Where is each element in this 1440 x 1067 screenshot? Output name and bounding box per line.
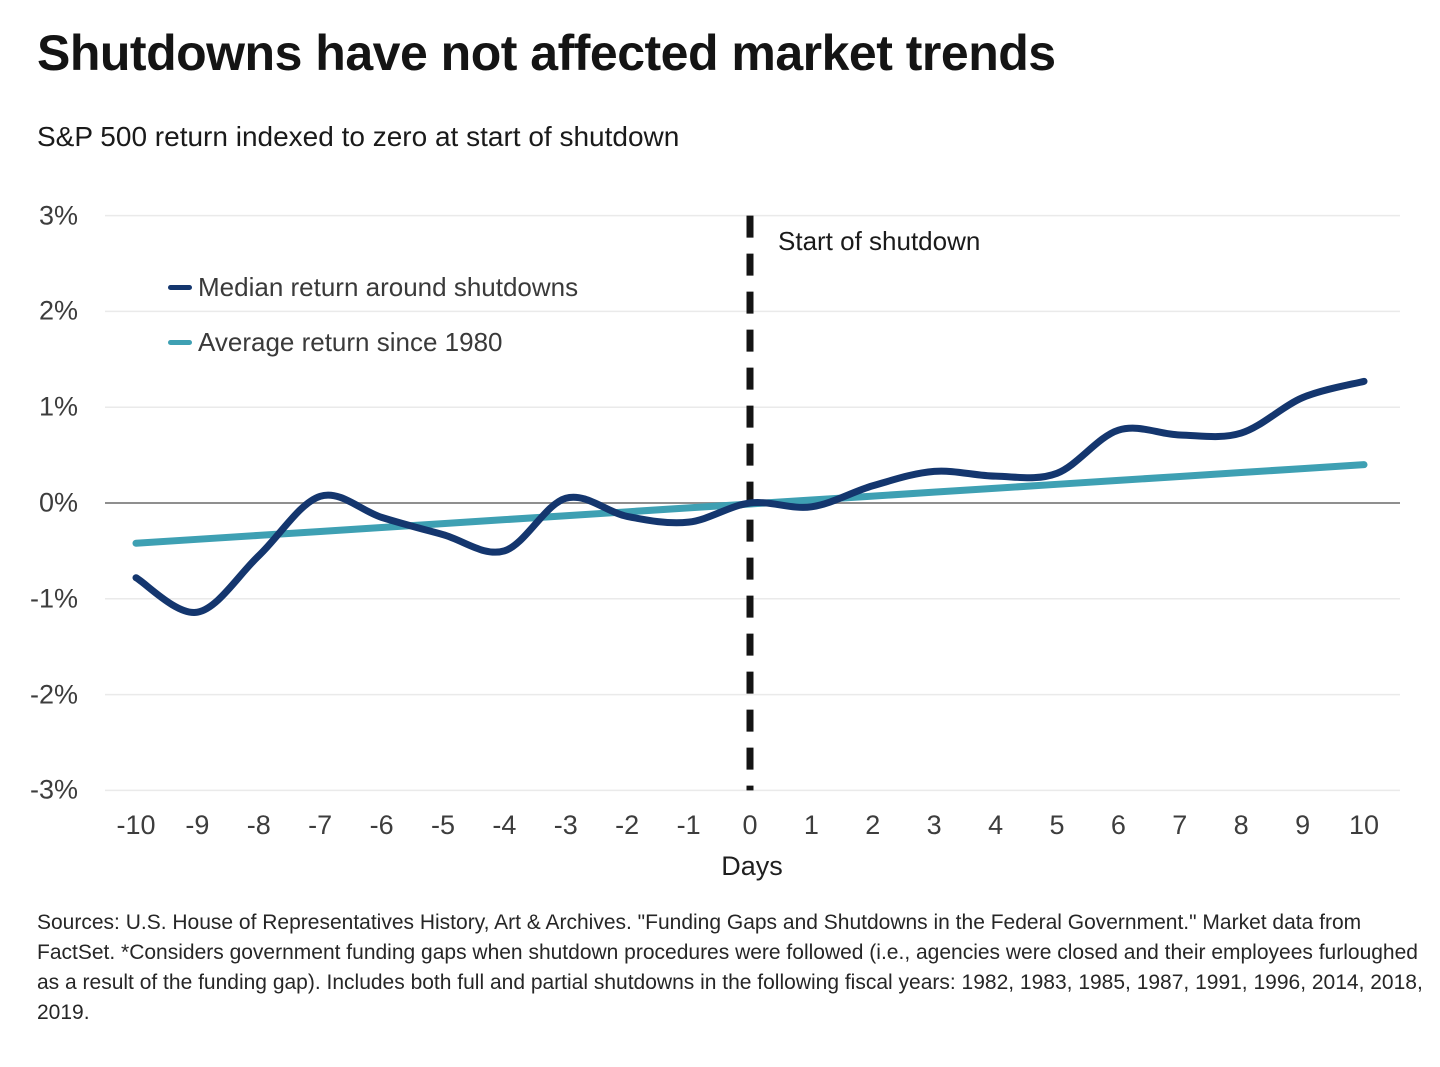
x-tick-label: -10 [116, 810, 156, 840]
x-tick-label: -2 [615, 810, 640, 840]
x-tick-label: 0 [742, 810, 758, 840]
x-tick-label: -9 [185, 810, 210, 840]
legend-swatch-average [168, 340, 192, 345]
x-axis-title: Days [721, 851, 783, 881]
y-tick-label: 1% [38, 391, 78, 422]
chart-subtitle: S&P 500 return indexed to zero at start … [37, 121, 680, 152]
x-tick-label: 10 [1348, 810, 1380, 840]
x-tick-label: 9 [1295, 810, 1311, 840]
page-title: Shutdowns have not affected market trend… [37, 25, 1056, 81]
y-tick-label: -2% [29, 679, 78, 710]
x-tick-label: 8 [1233, 810, 1249, 840]
x-tick-label: -6 [369, 810, 394, 840]
x-tick-label: 6 [1110, 810, 1126, 840]
x-tick-label: -5 [430, 810, 456, 840]
y-tick-label: -1% [29, 583, 78, 614]
y-tick-label: 2% [38, 295, 78, 326]
x-tick-label: 2 [865, 810, 881, 840]
x-tick-label: 3 [926, 810, 942, 840]
legend-item-average: Average return since 1980 [168, 327, 503, 358]
legend-item-median: Median return around shutdowns [168, 272, 578, 303]
x-tick-label: -8 [246, 810, 271, 840]
x-tick-label: 1 [803, 810, 819, 840]
y-tick-label: 0% [38, 487, 78, 518]
sources-footnote: Sources: U.S. House of Representatives H… [37, 911, 1423, 1024]
x-tick-label: -7 [308, 810, 333, 840]
legend-swatch-median [168, 285, 192, 290]
x-tick-label: -1 [676, 810, 701, 840]
legend-label-median: Median return around shutdowns [198, 272, 579, 302]
y-tick-label: -3% [29, 774, 78, 805]
x-tick-label: 7 [1172, 810, 1188, 840]
y-tick-label: 3% [38, 200, 78, 231]
legend-label-average: Average return since 1980 [198, 327, 503, 357]
x-tick-label: 4 [988, 810, 1004, 840]
x-tick-label: 5 [1049, 810, 1065, 840]
shutdown-annotation: Start of shutdown [778, 226, 981, 256]
x-tick-label: -3 [553, 810, 578, 840]
x-tick-label: -4 [492, 810, 517, 840]
